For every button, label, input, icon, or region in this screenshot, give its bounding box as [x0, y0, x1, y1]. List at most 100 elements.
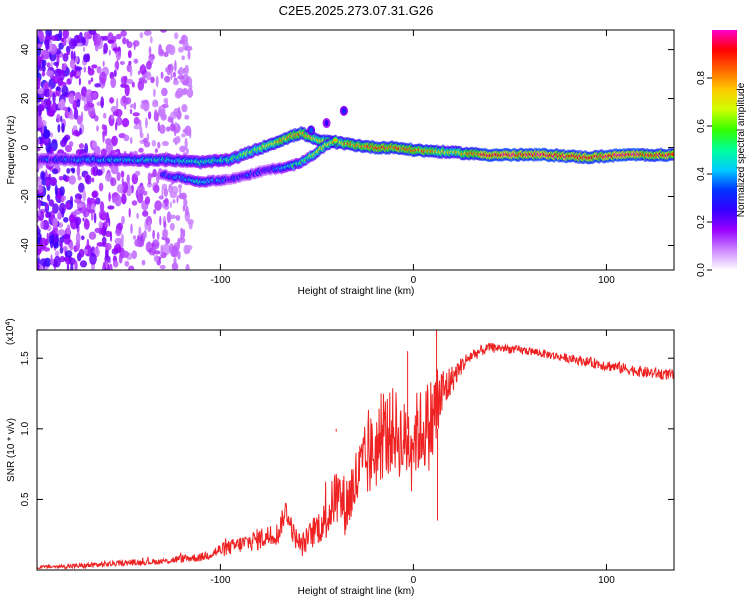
spectrogram-noise-blob [68, 214, 76, 224]
spectrogram-noise-blob [62, 174, 67, 181]
spectrogram-noise-blob [173, 257, 177, 265]
spectrogram-noise-blob [39, 258, 48, 267]
spectrogram-noise-blob [118, 253, 123, 264]
spectrogram-noise-blob [66, 168, 71, 174]
spectrogram-noise-blob [61, 85, 69, 97]
spectrogram-noise-blob [53, 241, 59, 249]
spectrogram-noise-blob [45, 202, 49, 212]
spectrogram-noise-blob [59, 186, 65, 196]
spectrogram-noise-blob [169, 214, 177, 219]
spectrogram-noise-blob [76, 98, 81, 108]
spectrogram-noise-blob [147, 172, 152, 183]
spectrogram-noise-blob [37, 225, 40, 231]
spectrogram-noise-blob [170, 63, 173, 75]
spectrogram-noise-blob [154, 250, 161, 255]
spectrogram-noise-blob [115, 116, 123, 126]
spectrogram-noise-blob [62, 136, 69, 143]
spectrogram-noise-blob [45, 30, 52, 37]
spectrogram-noise-blob [115, 200, 119, 207]
spectrogram-noise-blob [61, 123, 65, 133]
spectrogram-noise-blob [42, 129, 51, 139]
spectrogram-marks [37, 30, 674, 270]
spectrogram-noise-blob [181, 104, 188, 113]
spectrogram-noise-blob [40, 220, 44, 230]
spectrogram-noise-blob [153, 109, 158, 120]
spectrogram-noise-blob [179, 145, 187, 153]
spectrogram-noise-blob [140, 103, 146, 110]
spectrogram-noise-blob [160, 30, 167, 33]
spectrogram-noise-blob [170, 73, 173, 80]
spectrogram-noise-blob [181, 55, 185, 61]
spectrogram-noise-blob [138, 147, 144, 153]
spectrogram-noise-blob [60, 99, 66, 109]
spectrogram-noise-blob [47, 97, 51, 109]
spectrogram-noise-blob [73, 108, 79, 120]
spectrogram-noise-blob [163, 221, 167, 229]
spectrogram-noise-blob [120, 233, 124, 244]
spectrogram-noise-blob [109, 263, 113, 270]
spectrogram-noise-blob [139, 132, 144, 139]
spectrogram-noise-blob [148, 221, 151, 232]
spectrogram-noise-blob [52, 225, 58, 236]
spectrogram-noise-blob [143, 230, 147, 239]
spectrogram-noise-blob [178, 185, 182, 195]
spectrogram-noise-blob [41, 71, 46, 77]
spectrogram-noise-blob [49, 86, 53, 99]
spectrogram-noise-blob [65, 144, 72, 153]
spectrogram-noise-blob [37, 88, 44, 95]
spectrogram-noise-blob [178, 66, 184, 77]
spectrogram-noise-blob [174, 32, 179, 40]
spectrogram-noise-blob [87, 209, 96, 214]
spectrogram-noise-blob [125, 97, 132, 105]
spectrogram-noise-blob [145, 117, 148, 129]
spectrogram-noise-blob [83, 54, 90, 63]
spectrogram-noise-blob [40, 138, 45, 144]
spectrogram-noise-blob [69, 242, 74, 251]
snr-xtick-label: 0 [411, 575, 417, 586]
spectrogram-noise-blob [121, 118, 130, 128]
spectrogram-noise-blob [141, 259, 146, 266]
spectrogram-noise-blob [57, 123, 61, 133]
spectrogram-noise-blob [136, 192, 144, 204]
spectrogram-noise-blob [89, 253, 97, 265]
spectrogram-noise-blob [117, 222, 124, 231]
spectrogram-noise-blob [37, 209, 41, 216]
spectrogram-noise-blob [128, 207, 131, 218]
spectrogram-noise-blob [186, 87, 194, 98]
spectrogram-noise-blob [102, 131, 105, 143]
spectrogram-noise-blob [95, 197, 101, 205]
spectrogram-noise-blob [105, 242, 112, 251]
spectrogram-noise-blob [66, 224, 71, 237]
spectrogram-noise-blob [150, 76, 155, 84]
spectrogram-noise-blob [91, 92, 98, 99]
spectrogram-noise-blob [127, 50, 132, 59]
spectrogram-noise-blob [59, 70, 65, 81]
spectrogram-noise-blob [121, 193, 127, 205]
spectrogram-noise-blob [148, 248, 152, 253]
spectrogram-noise-blob [184, 114, 190, 120]
spectrogram-noise-blob [60, 197, 65, 203]
spectrogram-ylabel: Frequency (Hz) [6, 116, 17, 185]
spectrogram-noise-blob [90, 77, 94, 82]
spectrogram-noise-blob [181, 133, 186, 138]
spectrogram-noise-blob [95, 44, 99, 52]
spectrogram-noise-blob [45, 212, 50, 218]
spectrogram-noise-blob [80, 36, 86, 43]
spectrogram-noise-blob [129, 103, 137, 109]
spectrogram-noise-blob [112, 111, 119, 116]
colorbar-label: Normalized spectral amplitude [736, 82, 747, 217]
spectrogram-noise-blob [182, 229, 186, 238]
spectrogram-noise-blob [60, 37, 65, 42]
spectrogram-noise-blob [114, 243, 122, 253]
spectrogram-noise-blob [82, 217, 85, 222]
spectrogram-noise-blob [102, 60, 105, 67]
spectrogram-noise-blob [38, 184, 44, 193]
spectrogram-noise-blob [158, 195, 164, 200]
spectrogram-noise-blob [52, 75, 61, 84]
spectrogram-noise-blob [108, 217, 111, 227]
spectrogram-noise-blob [48, 234, 54, 245]
spectrogram-noise-blob [149, 36, 153, 44]
spectrogram-noise-blob [75, 209, 80, 215]
spectrogram-noise-blob [77, 175, 82, 181]
spectrogram-noise-blob [96, 66, 102, 74]
